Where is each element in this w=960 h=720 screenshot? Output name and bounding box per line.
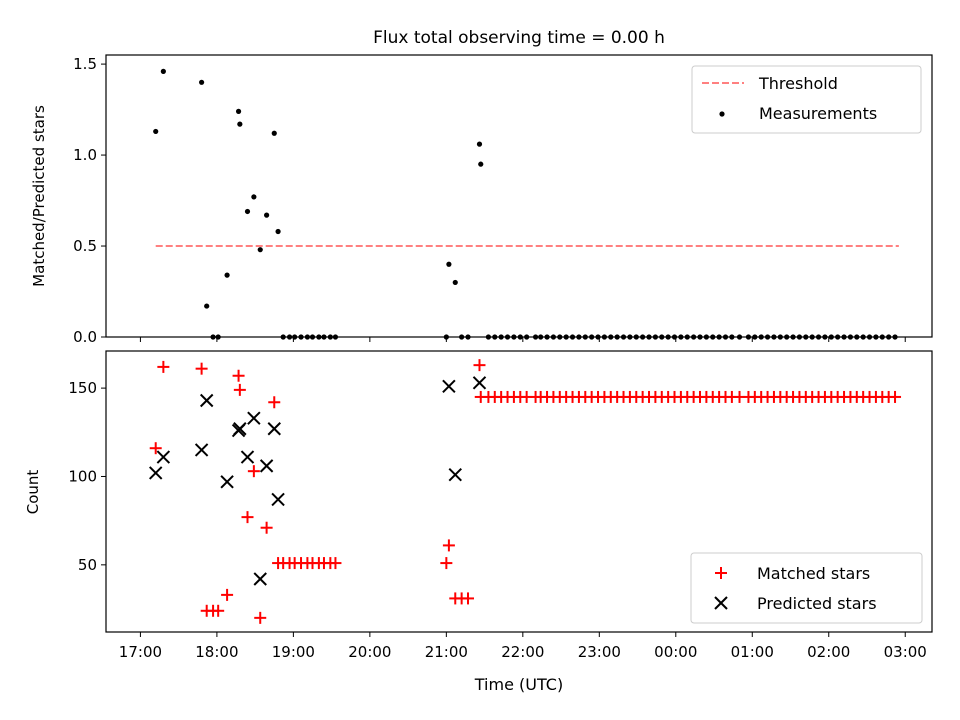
- measurement-point: [452, 279, 458, 286]
- x-tick-label: 01:00: [731, 643, 774, 661]
- legend-matched-label: Matched stars: [757, 564, 870, 583]
- bottom-legend: Matched stars Predicted stars: [690, 552, 923, 624]
- matched-star-point: [329, 557, 342, 570]
- predicted-star-point: [156, 450, 171, 464]
- bottom-plot: 50 100 150 17:00 18:00 19:00 20:00 21:00 22:00 2…: [24, 350, 933, 694]
- top-plot-marks: [153, 68, 899, 340]
- predicted-star-point: [472, 376, 487, 390]
- x-tick-label: 22:00: [501, 643, 544, 661]
- legend-predicted-swatch: [714, 596, 728, 610]
- bottom-y-tick-label: 100: [68, 467, 97, 485]
- top-y-tick-label: 0.0: [73, 328, 97, 346]
- measurement-point: [224, 272, 230, 278]
- matched-star-point: [157, 360, 170, 373]
- x-tick-label: 23:00: [578, 643, 621, 661]
- chart-title: Flux total observing time = 0.00 h: [373, 28, 665, 48]
- predicted-star-point: [199, 393, 214, 408]
- measurement-point: [237, 121, 243, 127]
- matched-star-point: [462, 592, 475, 605]
- measurement-point: [478, 161, 484, 167]
- x-tick-label: 17:00: [119, 643, 162, 661]
- x-axis-label: Time (UTC): [474, 675, 563, 694]
- bottom-y-tick-label: 150: [68, 379, 97, 397]
- x-tick-label: 03:00: [884, 643, 927, 661]
- predicted-star-point: [233, 422, 247, 436]
- measurement-point: [271, 130, 277, 136]
- matched-star-point: [221, 588, 234, 601]
- x-tick-label: 21:00: [425, 643, 468, 661]
- matched-star-point: [247, 465, 260, 478]
- predicted-star-point: [259, 459, 274, 473]
- legend-measurements-label: Measurements: [759, 104, 877, 123]
- measurement-point: [235, 108, 242, 114]
- bottom-y-axis-label: Count: [24, 470, 42, 515]
- matched-star-point: [232, 369, 245, 382]
- matched-star-point: [268, 396, 281, 409]
- measurement-point: [251, 194, 257, 200]
- predicted-star-point: [149, 466, 163, 480]
- matched-star-point: [260, 521, 273, 534]
- measurement-point: [244, 208, 251, 215]
- top-y-axis-label: Matched/Predicted stars: [30, 105, 48, 287]
- top-y-ticks: 0.0 0.5 1.0 1.5: [73, 55, 106, 346]
- matched-star-point: [440, 557, 453, 570]
- measurement-point: [476, 141, 483, 147]
- predicted-star-point: [247, 411, 261, 425]
- measurement-point: [153, 128, 159, 135]
- legend-measurements-swatch: [719, 111, 725, 117]
- matched-star-point: [212, 604, 225, 617]
- predicted-star-point: [253, 572, 267, 586]
- measurement-point: [446, 261, 452, 267]
- top-y-tick-label: 1.0: [73, 146, 97, 164]
- legend-matched-swatch: [715, 567, 727, 579]
- measurement-point: [199, 79, 205, 85]
- matched-star-point: [889, 390, 902, 403]
- bottom-x-ticks: 17:00 18:00 19:00 20:00 21:00 22:00 23:00 00:00…: [119, 632, 927, 661]
- bottom-y-ticks: 50 100 150: [68, 379, 106, 574]
- matched-star-point: [233, 383, 246, 396]
- matched-star-point: [254, 611, 267, 624]
- top-plot: 0.0 0.5 1.0 1.5 Matched/Predicted stars Thr…: [30, 54, 933, 346]
- predicted-star-point: [240, 450, 255, 464]
- bottom-y-tick-label: 50: [78, 556, 97, 574]
- legend-predicted-label: Predicted stars: [757, 594, 877, 613]
- predicted-star-point: [448, 468, 462, 482]
- legend-threshold-label: Threshold: [758, 74, 838, 93]
- x-tick-label: 18:00: [195, 643, 238, 661]
- x-tick-label: 00:00: [654, 643, 697, 661]
- measurement-point: [257, 247, 263, 253]
- measurement-point: [160, 68, 166, 74]
- top-legend: Threshold Measurements: [691, 65, 922, 134]
- predicted-star-point: [194, 443, 209, 457]
- x-tick-label: 02:00: [807, 643, 850, 661]
- matched-star-point: [195, 362, 208, 375]
- predicted-star-point: [220, 475, 234, 489]
- measurement-point: [204, 303, 210, 309]
- x-tick-label: 19:00: [272, 643, 315, 661]
- x-tick-label: 20:00: [348, 643, 391, 661]
- top-y-tick-label: 1.5: [73, 55, 97, 73]
- top-legend-box: [691, 65, 922, 134]
- top-x-ticks: [139, 337, 906, 342]
- bottom-plot-marks: [149, 359, 902, 624]
- top-plot-frame: [105, 54, 933, 338]
- matched-star-point: [241, 511, 254, 524]
- bottom-legend-box: [690, 552, 923, 624]
- measurement-point: [275, 228, 281, 235]
- top-y-tick-label: 0.5: [73, 237, 97, 255]
- matched-star-point: [473, 359, 486, 372]
- matched-star-point: [149, 442, 162, 455]
- measurement-point: [264, 212, 270, 218]
- bottom-plot-frame: [105, 350, 933, 633]
- predicted-star-point: [267, 422, 281, 436]
- predicted-star-point: [442, 379, 456, 394]
- matched-star-point: [442, 539, 455, 552]
- predicted-star-point: [271, 492, 285, 507]
